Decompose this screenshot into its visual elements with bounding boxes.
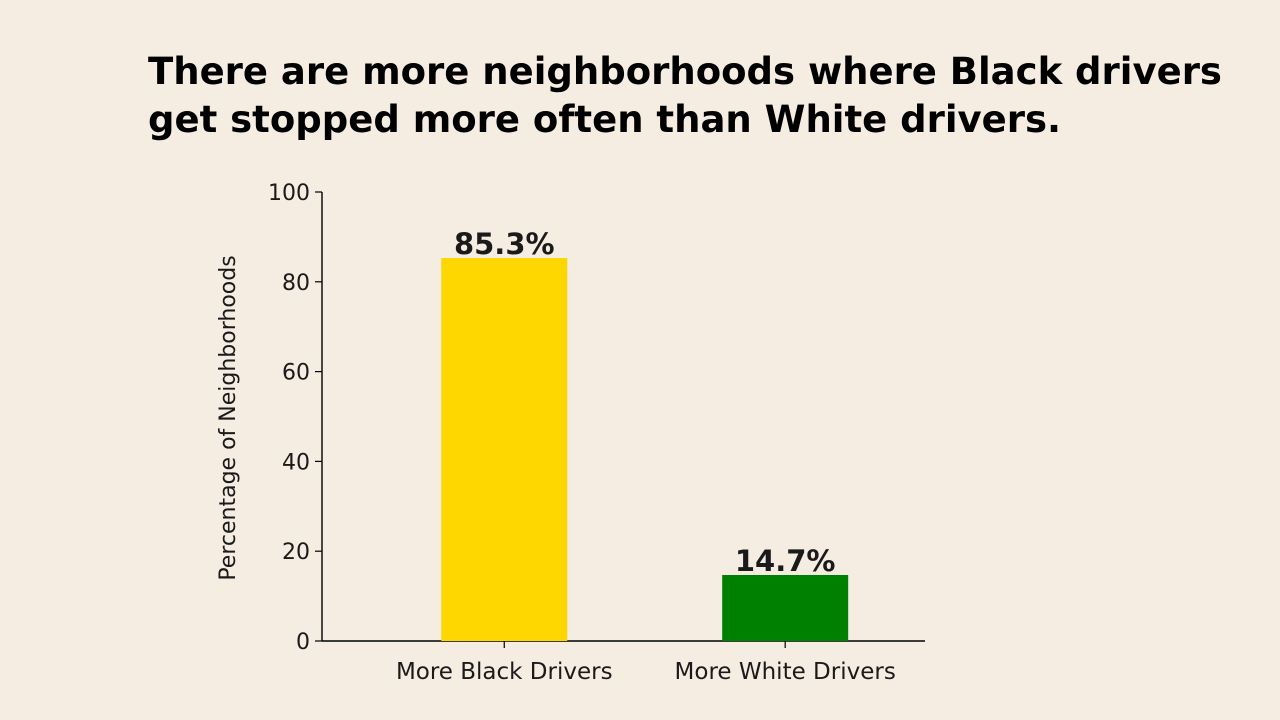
y-tick-label: 20 [282,540,310,565]
x-tick-label: More White Drivers [675,659,896,685]
x-ticks: More Black Drivers More White Drivers [396,641,896,685]
y-axis-label: Percentage of Neighborhoods [216,255,241,580]
y-tick-label: 80 [282,271,310,296]
y-tick-label: 40 [282,450,310,475]
slide-title: There are more neighborhoods where Black… [148,50,1222,141]
y-tick-label: 60 [282,361,310,386]
bar-data-label: 85.3% [454,227,555,261]
y-ticks: 0 20 40 60 80 100 [268,181,322,655]
bar [722,574,849,641]
bars: 85.3% 14.7% [441,227,849,641]
bar [441,258,568,641]
y-tick-label: 100 [268,181,310,206]
bar-data-label: 14.7% [735,544,836,578]
x-tick-label: More Black Drivers [396,659,613,685]
y-tick-label: 0 [296,630,310,655]
